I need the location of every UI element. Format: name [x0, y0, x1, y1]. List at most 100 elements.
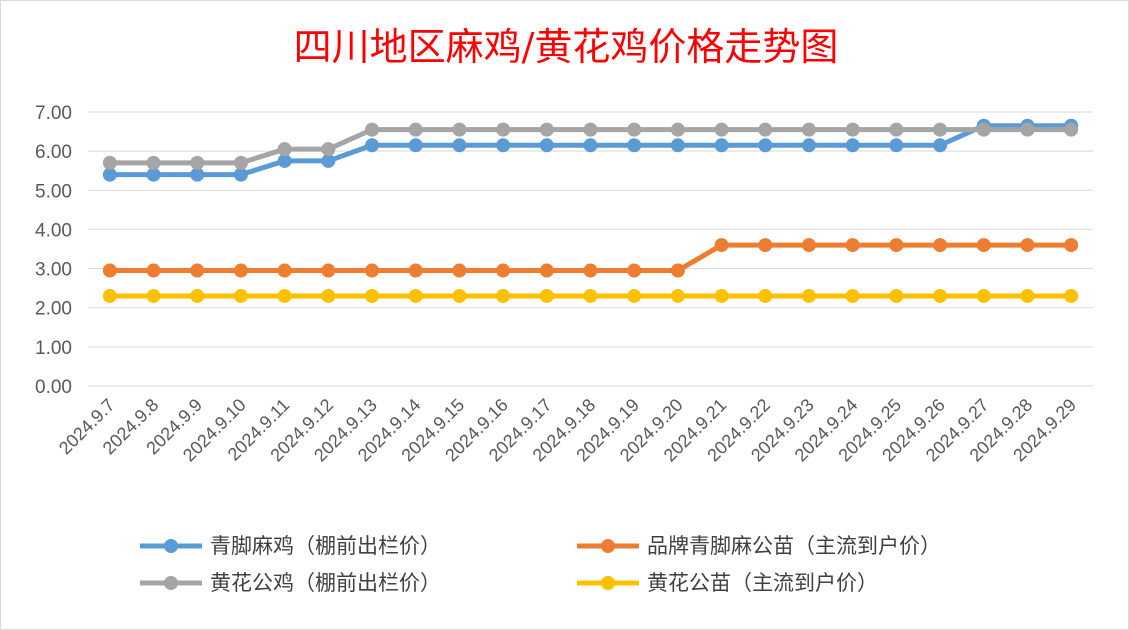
data-point [670, 263, 685, 278]
data-point [496, 263, 511, 278]
data-point [845, 138, 860, 153]
data-point [365, 138, 380, 153]
data-point [845, 288, 860, 303]
legend-item: 黄花公苗（主流到户价） [577, 571, 878, 595]
data-point [889, 288, 904, 303]
legend-label: 青脚麻鸡（棚前出栏价） [210, 534, 441, 558]
data-point [889, 122, 904, 137]
legend-swatch-marker [164, 576, 178, 590]
data-point [408, 122, 423, 137]
legend-item: 青脚麻鸡（棚前出栏价） [140, 534, 441, 558]
data-point [452, 263, 467, 278]
data-point [801, 138, 816, 153]
y-tick-label: 6.00 [35, 142, 72, 163]
data-point [583, 138, 598, 153]
data-point [190, 288, 205, 303]
data-point [583, 122, 598, 137]
gridlines [88, 111, 1093, 387]
data-point [976, 238, 991, 253]
data-point [889, 138, 904, 153]
legend-label: 黄花公鸡（棚前出栏价） [210, 571, 441, 595]
data-point [452, 122, 467, 137]
data-point [1064, 288, 1079, 303]
series-3 [102, 122, 1079, 170]
data-point [627, 138, 642, 153]
y-axis-tick-labels: 0.00 1.00 2.00 3.00 4.00 5.00 6.00 7.00 [35, 103, 72, 398]
data-point [670, 138, 685, 153]
data-point [845, 238, 860, 253]
data-point [102, 155, 117, 170]
data-point [277, 142, 292, 157]
data-point [1020, 238, 1035, 253]
data-point [321, 142, 336, 157]
data-point [539, 138, 554, 153]
data-point [714, 238, 729, 253]
data-point [976, 122, 991, 137]
data-point [714, 288, 729, 303]
data-point [1064, 122, 1079, 137]
legend-swatch-marker [164, 539, 178, 553]
data-point [233, 288, 248, 303]
data-point [408, 288, 423, 303]
data-point [146, 263, 161, 278]
data-point [1020, 288, 1035, 303]
data-point [1020, 122, 1035, 137]
series-lines [102, 118, 1079, 303]
data-point [627, 263, 642, 278]
data-point [146, 167, 161, 182]
chart-title: 四川地区麻鸡/黄花鸡价格走势图 [294, 25, 839, 69]
legend-item: 品牌青脚麻公苗（主流到户价） [577, 534, 941, 558]
y-tick-label: 7.00 [35, 103, 72, 124]
data-point [933, 238, 948, 253]
data-point [583, 288, 598, 303]
data-point [933, 138, 948, 153]
data-point [539, 263, 554, 278]
data-point [233, 263, 248, 278]
y-tick-label: 2.00 [35, 299, 72, 320]
data-point [670, 288, 685, 303]
data-point [190, 167, 205, 182]
y-tick-label: 0.00 [35, 377, 72, 398]
data-point [714, 122, 729, 137]
data-point [233, 167, 248, 182]
data-point [496, 138, 511, 153]
data-point [670, 122, 685, 137]
data-point [408, 263, 423, 278]
data-point [102, 167, 117, 182]
data-point [102, 288, 117, 303]
y-tick-label: 5.00 [35, 181, 72, 202]
data-point [146, 155, 161, 170]
data-point [277, 263, 292, 278]
data-point [365, 263, 380, 278]
data-point [889, 238, 904, 253]
data-point [539, 288, 554, 303]
data-point [933, 288, 948, 303]
data-point [758, 122, 773, 137]
data-point [583, 263, 598, 278]
legend-label: 黄花公苗（主流到户价） [647, 571, 878, 595]
data-point [976, 288, 991, 303]
legend-swatch-marker [601, 539, 615, 553]
legend: 青脚麻鸡（棚前出栏价） 品牌青脚麻公苗（主流到户价） 黄花公鸡（棚前出栏价） 黄花公苗… [140, 534, 941, 595]
legend-item: 黄花公鸡（棚前出栏价） [140, 571, 441, 595]
legend-label: 品牌青脚麻公苗（主流到户价） [647, 534, 941, 558]
data-point [627, 288, 642, 303]
data-point [496, 122, 511, 137]
data-point [452, 288, 467, 303]
data-point [408, 138, 423, 153]
x-axis-tick-labels: 2024.9.72024.9.82024.9.92024.9.102024.9.… [55, 395, 1080, 466]
data-point [801, 288, 816, 303]
data-point [277, 153, 292, 168]
data-point [277, 288, 292, 303]
data-point [933, 122, 948, 137]
data-point [190, 263, 205, 278]
data-point [801, 238, 816, 253]
data-point [102, 263, 117, 278]
data-point [233, 155, 248, 170]
data-point [190, 155, 205, 170]
data-point [365, 122, 380, 137]
data-point [365, 288, 380, 303]
data-point [801, 122, 816, 137]
